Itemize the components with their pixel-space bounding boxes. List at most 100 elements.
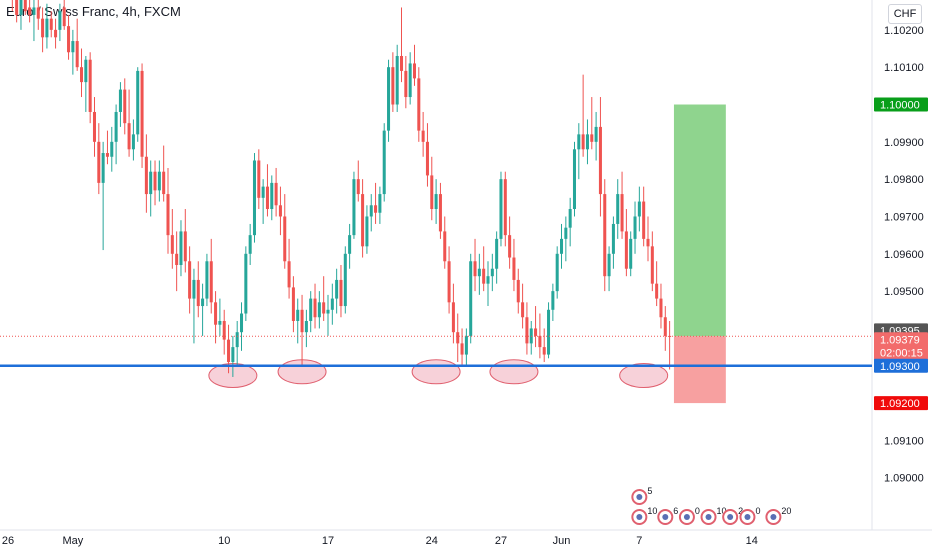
price-label-support: 1.09300 [874,358,928,373]
candle-body [555,253,559,292]
event-badge-count: 6 [673,506,678,516]
y-tick-label: 1.09000 [884,473,924,485]
candle [41,7,45,53]
candle [235,320,239,366]
candle [551,283,555,321]
candle-body [521,302,525,318]
event-badge[interactable]: 10 [631,506,657,525]
candle [624,209,628,277]
candle [97,123,101,195]
candle-body [270,182,274,210]
candle-body [235,332,239,348]
candle [339,265,343,318]
candle-body [257,160,261,198]
candle [503,171,507,247]
candle [214,291,218,344]
price-label-countdown: 02:00:15 [880,347,923,359]
candle-body [568,209,572,228]
candle [140,63,144,168]
candle [590,97,594,150]
candle-body [404,70,408,98]
candle [201,283,205,336]
candle-body [28,7,32,15]
candle [369,194,373,232]
y-tick-label: 1.10200 [884,25,924,37]
candle [473,238,477,292]
event-badge-count: 5 [647,486,652,496]
candle-body [157,171,161,191]
candle-body [162,171,166,195]
candle-body [75,41,79,68]
candle-body [335,279,339,299]
candle-body [265,186,269,210]
candle [252,153,256,243]
touch-ellipse-2[interactable] [411,359,461,385]
candle-body [110,141,114,157]
candle-body [547,309,551,355]
event-badge[interactable]: 10 [700,506,727,525]
candle-body [283,216,287,262]
candle [464,328,468,366]
event-badge[interactable]: 6 [657,506,678,525]
candle [594,111,598,161]
time-axis[interactable]: 26 May 10 17 24 27 Jun 7 14 [2,535,758,547]
candle [568,197,572,247]
candle [395,44,399,112]
event-badge[interactable]: 2 [722,506,743,525]
touch-ellipse-3[interactable] [489,359,539,385]
candle-body [322,302,326,314]
y-tick-label: 1.10100 [884,62,924,74]
touch-ellipse-4[interactable] [619,363,669,389]
candle-body [577,134,581,150]
candle-body [41,18,45,38]
candle-body [58,11,62,30]
candle-body [183,231,187,262]
event-badges[interactable]: 510 6 0 10 2 0 20 [631,486,791,525]
candle-body [101,153,105,183]
candle [352,171,356,239]
price-label-bg [874,358,928,373]
candle [88,52,92,124]
candle [136,67,140,142]
candle-body [313,298,317,318]
profit-zone[interactable] [673,104,726,337]
event-badge[interactable]: 0 [678,506,700,525]
candle [175,231,179,292]
x-tick-label: 7 [636,535,642,547]
event-badge[interactable]: 0 [739,506,760,525]
candle [490,253,494,292]
candle [348,223,352,269]
candle [274,167,278,217]
candle [655,261,659,307]
price-axis[interactable]: 1.10200 1.10100 1.09900 1.09800 1.09700 1.096… [884,25,924,485]
candle [469,253,473,344]
candle-body [447,261,451,303]
candle [283,194,287,269]
candle [512,238,516,292]
loss-zone[interactable] [673,336,726,404]
y-tick-label: 1.09700 [884,211,924,223]
candle [19,0,23,30]
candle-body [175,253,179,265]
event-badge-dot [770,514,777,520]
candle-body [105,153,109,157]
candle-body [400,55,404,71]
candle [434,179,438,224]
currency-button[interactable]: CHF [888,4,922,24]
candle [525,302,529,355]
candle-body [464,335,468,355]
position-zones [673,104,726,404]
event-badge[interactable]: 5 [631,486,652,505]
candle-body [646,238,650,247]
event-badge[interactable]: 20 [765,506,791,525]
candle [430,156,434,221]
candle [534,306,538,348]
candle-body [417,78,421,131]
candle-body [131,134,135,150]
candle [75,18,79,71]
candle-body [231,347,235,363]
candle-body [438,194,442,232]
candle [166,167,170,254]
y-tick-label: 1.09600 [884,249,924,261]
